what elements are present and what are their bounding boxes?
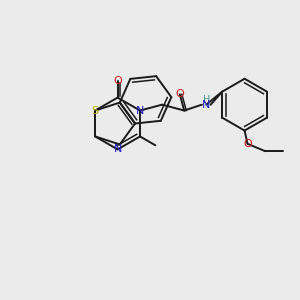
- Text: O: O: [176, 89, 184, 99]
- Text: N: N: [202, 100, 211, 110]
- Text: N: N: [113, 144, 122, 154]
- Text: H: H: [202, 95, 210, 105]
- Text: O: O: [113, 76, 122, 86]
- Text: S: S: [92, 106, 99, 116]
- Text: O: O: [243, 139, 252, 149]
- Text: N: N: [136, 106, 144, 116]
